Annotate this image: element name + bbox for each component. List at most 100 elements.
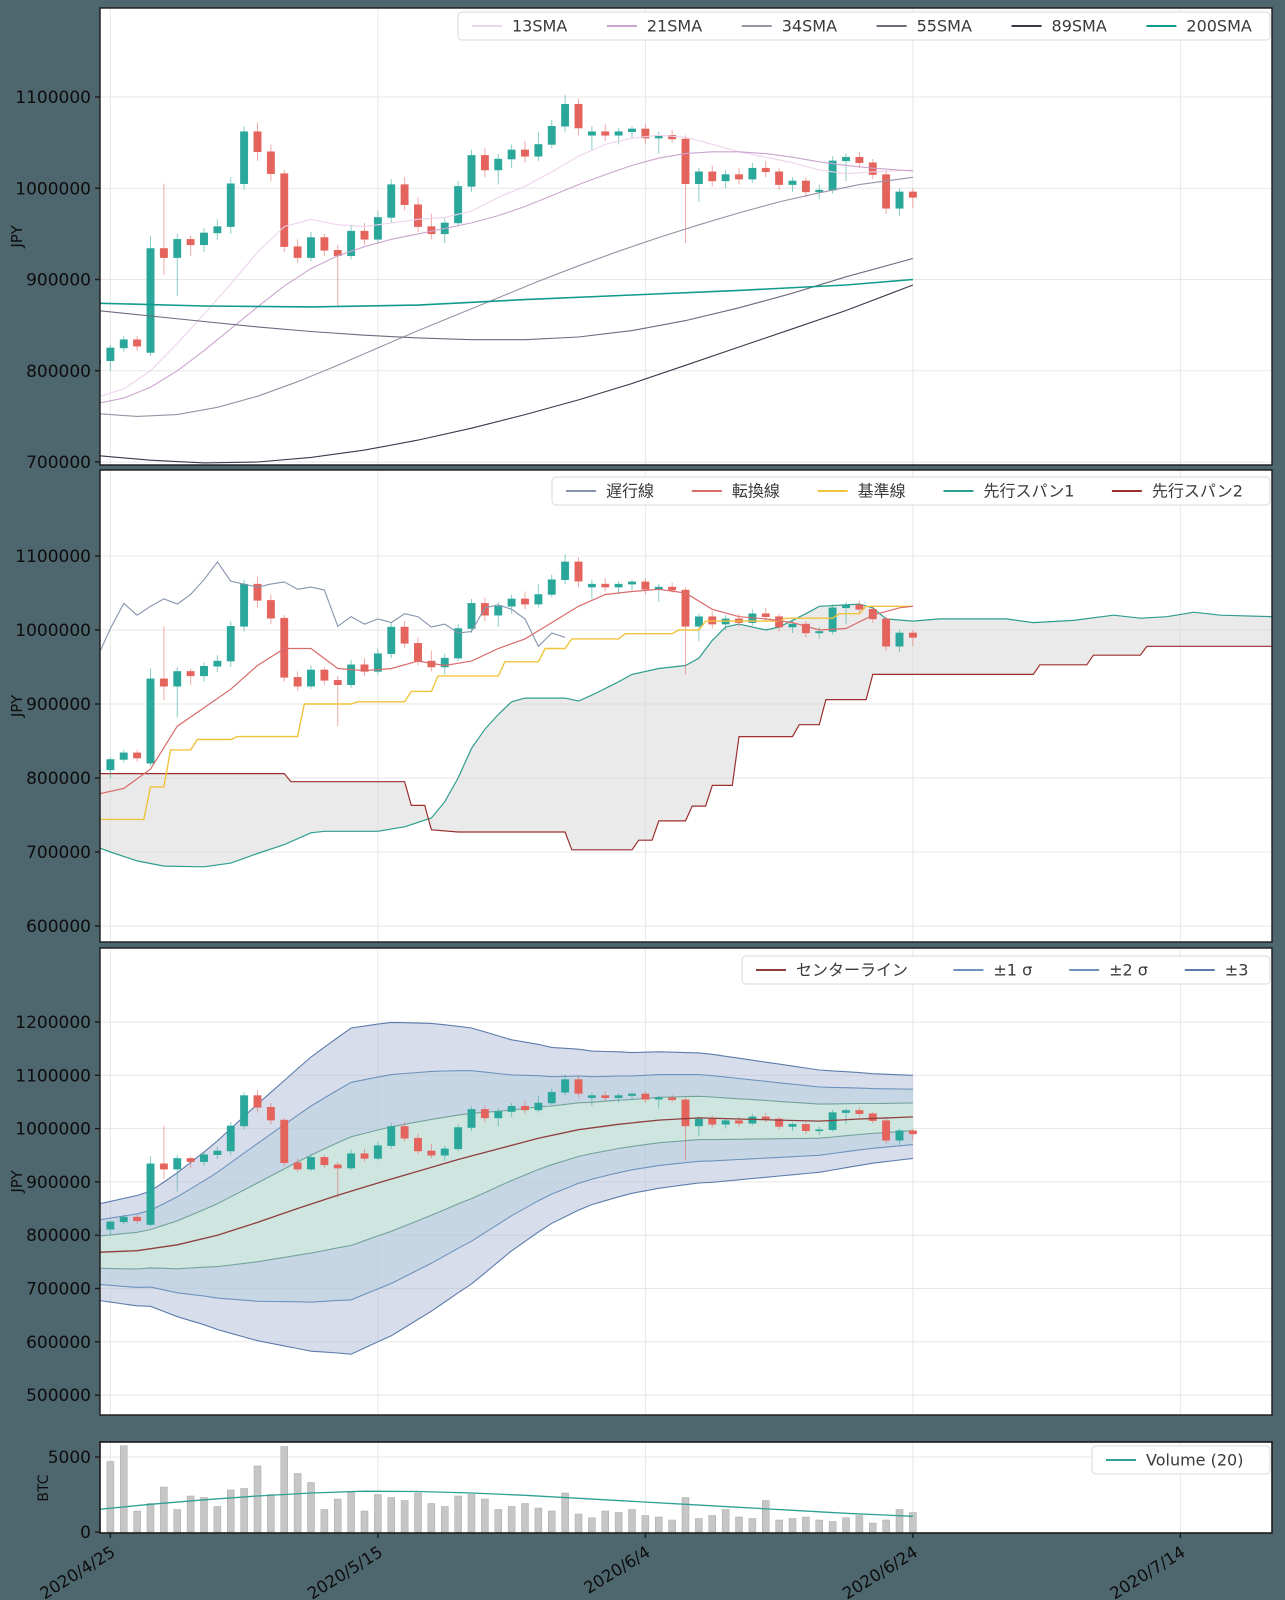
candle-body bbox=[694, 616, 703, 627]
bb-center-line bbox=[100, 1116, 913, 1253]
ichimoku-cloud bbox=[100, 604, 1272, 867]
volume-bar bbox=[427, 1503, 436, 1533]
candle-body bbox=[119, 1216, 128, 1223]
candle-body bbox=[788, 1124, 797, 1127]
candle-body bbox=[534, 1102, 543, 1111]
candle-body bbox=[266, 600, 275, 619]
sma13-line bbox=[100, 134, 913, 397]
legend-label: Volume (20) bbox=[1146, 1451, 1243, 1470]
ichimoku-legend-box bbox=[551, 476, 1271, 506]
sma89-line bbox=[100, 284, 914, 464]
volume-bar bbox=[441, 1506, 449, 1533]
candle-body bbox=[454, 628, 463, 659]
volume-bar bbox=[267, 1494, 275, 1533]
candle-body bbox=[106, 347, 115, 361]
candle-body bbox=[507, 598, 516, 607]
volume-bar bbox=[601, 1510, 609, 1533]
legend-label: ±1 σ bbox=[993, 961, 1032, 980]
bb-upper1-line bbox=[100, 1095, 913, 1237]
sma-legend-box bbox=[457, 11, 1271, 41]
candle-body bbox=[347, 664, 356, 686]
legend-label: 先行スパン1 bbox=[983, 482, 1074, 501]
candle-body bbox=[480, 603, 489, 616]
volume-bar bbox=[213, 1506, 222, 1533]
candle-body bbox=[200, 1154, 208, 1162]
volume-bar bbox=[334, 1498, 342, 1533]
volume-bar bbox=[561, 1492, 569, 1533]
candle-body bbox=[842, 604, 850, 609]
candle-body bbox=[534, 594, 543, 605]
candle-body bbox=[119, 339, 128, 349]
volume-bar bbox=[842, 1517, 850, 1533]
volume-bar bbox=[588, 1517, 596, 1533]
candle-body bbox=[253, 583, 262, 601]
candle-body bbox=[373, 217, 382, 240]
volume-bar bbox=[507, 1506, 516, 1533]
candle-body bbox=[347, 1153, 356, 1169]
candle-body bbox=[467, 603, 476, 629]
legend-item: ±2 σ bbox=[1069, 961, 1148, 980]
y-tick-label: 700000 bbox=[26, 453, 91, 473]
candle-body bbox=[307, 237, 315, 258]
volume-bar bbox=[494, 1509, 502, 1533]
y-tick-label: 800000 bbox=[26, 769, 91, 789]
legend-label: 89SMA bbox=[1052, 17, 1107, 36]
candle-body bbox=[654, 1097, 663, 1100]
candle-body bbox=[641, 1093, 650, 1100]
candle-body bbox=[507, 1105, 516, 1112]
candle-body bbox=[561, 1079, 570, 1093]
candle-body bbox=[266, 1107, 275, 1121]
volume-bars bbox=[100, 1445, 917, 1533]
y-tick-label: 1200000 bbox=[15, 1013, 91, 1033]
bb-lower1-line bbox=[100, 1130, 913, 1270]
candle-body bbox=[106, 759, 115, 771]
candle-body bbox=[440, 657, 449, 668]
candle-body bbox=[708, 616, 717, 625]
candle-body bbox=[561, 104, 570, 127]
sma200-line bbox=[100, 278, 913, 308]
candle-body bbox=[414, 643, 422, 662]
candle-body bbox=[601, 131, 610, 136]
volume-bar bbox=[454, 1495, 462, 1533]
legend-item: 200SMA bbox=[1146, 17, 1252, 36]
candle-body bbox=[815, 631, 824, 634]
candle-body bbox=[842, 1110, 850, 1113]
candle-body bbox=[681, 138, 690, 184]
candle-body bbox=[587, 583, 596, 588]
candle-body bbox=[761, 613, 770, 617]
candle-body bbox=[788, 623, 797, 628]
candle-body bbox=[561, 561, 570, 580]
candle-body bbox=[106, 1221, 115, 1230]
candle-body bbox=[708, 1118, 717, 1125]
volume-bar bbox=[173, 1509, 181, 1533]
volume-bar bbox=[628, 1509, 636, 1533]
legend-item: 先行スパン2 bbox=[1111, 482, 1243, 501]
volume-bar bbox=[695, 1518, 703, 1533]
tenkan-line bbox=[100, 588, 913, 795]
legend-label: センターライン bbox=[796, 961, 908, 980]
candle-body bbox=[801, 1124, 810, 1131]
volume-bar bbox=[307, 1482, 315, 1533]
candle-body bbox=[293, 1162, 302, 1170]
volume-bar bbox=[374, 1494, 382, 1533]
candle-body bbox=[146, 678, 155, 764]
legend-item: 13SMA bbox=[472, 17, 567, 36]
candle-body bbox=[360, 664, 369, 672]
bollinger-panel: 1200000 1100000 1000000 900000 800000 700000 6… bbox=[8, 947, 1273, 1416]
legend-item: センターライン bbox=[756, 961, 908, 980]
candle-body bbox=[614, 131, 623, 136]
volume-bar bbox=[882, 1519, 890, 1533]
volume-bar bbox=[320, 1509, 329, 1533]
volume-panel: 5000 0 BTC Volume (20) 2020/4/25 2020/5/15 202… bbox=[36, 1441, 1273, 1600]
candle-body bbox=[574, 104, 583, 129]
volume-bar bbox=[400, 1500, 409, 1533]
candle-body bbox=[775, 1118, 784, 1127]
volume-bar bbox=[788, 1518, 797, 1533]
legend-item: 55SMA bbox=[876, 17, 972, 36]
legend-label: 基準線 bbox=[858, 482, 906, 501]
candle-body bbox=[882, 174, 891, 209]
candle-body bbox=[360, 1153, 369, 1159]
legend-label: 先行スパン2 bbox=[1152, 482, 1243, 501]
volume-bar bbox=[909, 1512, 917, 1533]
candle-body bbox=[641, 581, 650, 590]
